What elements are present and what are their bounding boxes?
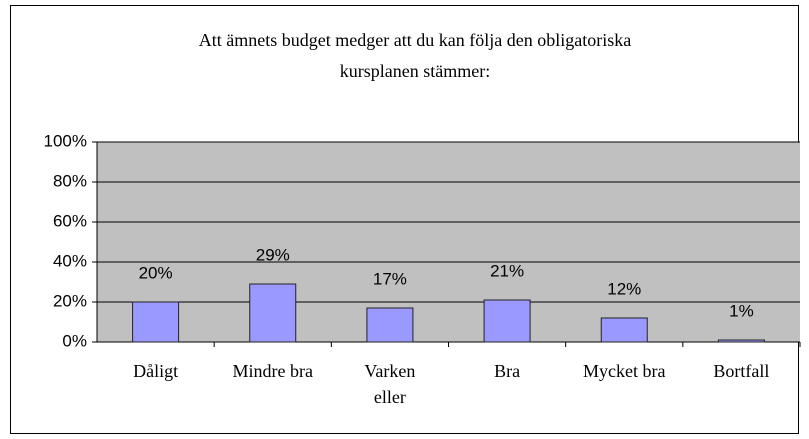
value-label: 20% xyxy=(139,263,173,282)
x-tick-label: Mycket bra xyxy=(583,361,665,381)
value-label: 29% xyxy=(256,245,290,264)
bar xyxy=(132,301,180,343)
y-tick-label: 80% xyxy=(53,171,87,190)
y-tick-label: 40% xyxy=(53,251,87,270)
y-tick-label: 60% xyxy=(53,211,87,230)
bar xyxy=(483,299,531,343)
value-label: 21% xyxy=(490,261,524,280)
y-tick-label: 100% xyxy=(44,131,87,150)
chart-title: kursplanen stämmer: xyxy=(340,61,490,81)
bar xyxy=(366,307,414,343)
value-label: 17% xyxy=(373,269,407,288)
bar xyxy=(600,317,648,343)
chart-title: Att ämnets budget medger att du kan följ… xyxy=(199,30,631,50)
y-tick-label: 0% xyxy=(62,331,87,350)
value-label: 12% xyxy=(607,279,641,298)
x-tick-label: Mindre bra xyxy=(233,361,313,381)
plot-area xyxy=(97,142,800,342)
x-tick-label: Bra xyxy=(494,361,520,381)
bar xyxy=(717,339,765,343)
x-tick-label: Varken eller xyxy=(364,361,415,407)
x-tick-label: Bortfall xyxy=(713,361,769,381)
y-tick-label: 20% xyxy=(53,291,87,310)
value-label: 1% xyxy=(729,301,754,320)
x-tick-label: Dåligt xyxy=(133,361,178,381)
bar xyxy=(249,283,297,343)
